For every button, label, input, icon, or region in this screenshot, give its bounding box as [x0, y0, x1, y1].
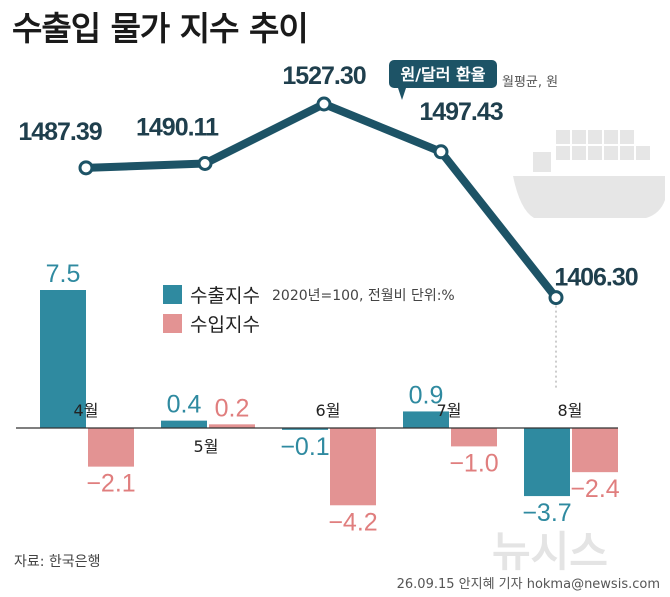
- line-unit-note: 월평균, 원: [502, 75, 558, 90]
- export-bar-3: [282, 428, 328, 430]
- bar-legend: 수출지수 수입지수 2020년=100, 전월비 단위:%: [163, 285, 455, 336]
- badge-pointer: [398, 88, 406, 100]
- export-value-label-3: −0.1: [280, 433, 329, 461]
- import-bar-4: [451, 428, 497, 447]
- legend-label-import: 수입지수: [190, 314, 260, 336]
- exchange-rate-value-label-3: 1527.30: [282, 62, 365, 90]
- export-bar-2: [161, 420, 207, 428]
- credit-line: 26.09.15 안지혜 기자 hokma@newsis.com: [397, 577, 660, 592]
- cargo-ship-icon: [513, 130, 665, 218]
- exchange-rate-value-label-2: 1490.11: [136, 114, 219, 142]
- exchange-rate-point-4: [433, 144, 449, 160]
- import-value-label-3: −4.2: [328, 508, 377, 536]
- legend-label-export: 수출지수: [190, 285, 260, 307]
- export-value-label-5: −3.7: [522, 499, 571, 527]
- legend-swatch-import: [163, 314, 182, 333]
- exchange-rate-point-3: [316, 96, 332, 112]
- exchange-rate-point-1: [78, 160, 94, 176]
- legend-swatch-export: [163, 285, 182, 304]
- month-label-5: 8월: [558, 401, 583, 420]
- import-bar-5: [572, 428, 618, 473]
- line-series-legend: 원/달러 환율 월평균, 원: [389, 60, 558, 100]
- exchange-rate-point-5: [548, 290, 564, 306]
- page-title: 수출입 물가 지수 추이: [12, 9, 308, 48]
- bar-unit-note: 2020년=100, 전월비 단위:%: [272, 288, 455, 304]
- month-label-2: 5월: [194, 437, 219, 456]
- month-label-1: 4월: [74, 401, 99, 420]
- newsis-watermark: 뉴시스: [492, 527, 608, 576]
- export-bar-4: [403, 411, 449, 428]
- month-label-3: 6월: [316, 401, 341, 420]
- export-value-label-4: 0.9: [409, 381, 444, 409]
- exchange-rate-badge: [389, 60, 497, 88]
- source-note: 자료: 한국은행: [14, 554, 100, 570]
- import-value-label-2: 0.2: [215, 394, 250, 422]
- import-bar-3: [330, 428, 376, 506]
- import-value-label-1: −2.1: [86, 470, 135, 498]
- import-value-label-4: −1.0: [449, 449, 498, 477]
- import-bar-2: [209, 424, 255, 428]
- import-value-label-5: −2.4: [570, 475, 619, 503]
- bars-layer: 7.5 −2.1 4월 0.4 0.2 5월 −0.1 −4.2 6월 0.9 −1.0 7월 −3.7…: [40, 260, 620, 536]
- exchange-rate-value-label-1: 1487.39: [18, 118, 101, 146]
- exchange-rate-value-label-5: 1406.30: [554, 264, 637, 292]
- line-layer: 1487.39 1490.11 1527.30 1497.43 1406.30: [18, 62, 639, 388]
- import-bar-1: [88, 428, 134, 467]
- exchange-rate-value-label-4: 1497.43: [419, 98, 502, 126]
- export-value-label-2: 0.4: [167, 391, 202, 419]
- exchange-rate-point-2: [197, 156, 213, 172]
- export-bar-1: [40, 290, 86, 428]
- exchange-rate-badge-label: 원/달러 환율: [400, 65, 485, 84]
- export-bar-5: [524, 428, 570, 497]
- month-label-4: 7월: [437, 401, 462, 420]
- export-value-label-1: 7.5: [46, 260, 81, 288]
